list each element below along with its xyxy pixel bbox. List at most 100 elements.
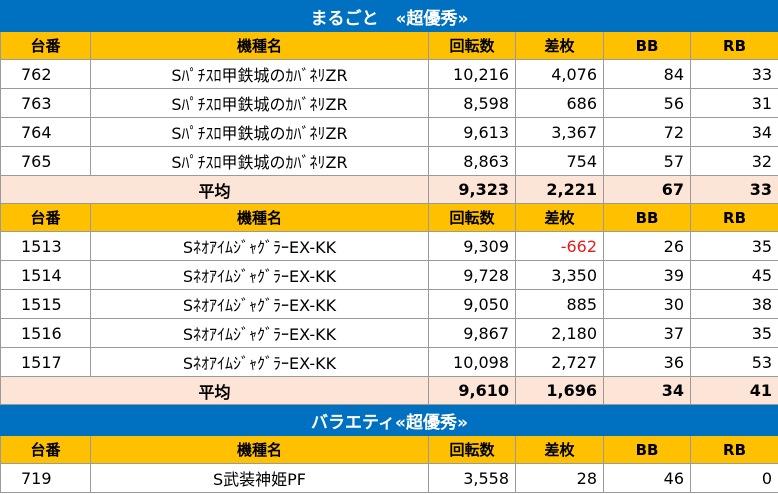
machine-name-cell: Sﾊﾟﾁｽﾛ甲鉄城のｶﾊﾞﾈﾘZR — [90, 88, 429, 118]
table-row: 1513 SﾈｵｱｲﾑｼﾞｬｸﾞﾗｰEX-KK 9,309 -662 26 35 — [0, 231, 778, 261]
diff-cell: 3,367 — [515, 117, 604, 147]
rb-cell: 35 — [689, 231, 778, 261]
machine-number-cell: 1514 — [0, 260, 91, 290]
table-row: 719 S武装神姫PF 3,558 28 46 0 — [0, 463, 778, 493]
rb-cell: 32 — [689, 146, 778, 176]
table-row: 762 Sﾊﾟﾁｽﾛ甲鉄城のｶﾊﾞﾈﾘZR 10,216 4,076 84 33 — [0, 59, 778, 89]
table-row: 765 Sﾊﾟﾁｽﾛ甲鉄城のｶﾊﾞﾈﾘZR 8,863 754 57 32 — [0, 146, 778, 176]
bb-cell: 56 — [603, 88, 691, 118]
column-header: 回転数 — [428, 435, 516, 464]
rb-cell: 35 — [689, 318, 778, 348]
average-diff: 1,696 — [515, 376, 604, 405]
spins-cell: 8,598 — [428, 88, 516, 118]
section-title-row: バラエティ«超優秀» — [0, 404, 778, 436]
machine-number-cell: 719 — [0, 463, 91, 493]
column-header: 台番 — [0, 203, 91, 232]
rb-cell: 38 — [689, 289, 778, 319]
column-header: 機種名 — [90, 435, 429, 464]
column-header: 機種名 — [90, 203, 429, 232]
column-header: BB — [603, 31, 691, 60]
column-header: 差枚 — [515, 203, 604, 232]
bb-cell: 72 — [603, 117, 691, 147]
rb-cell: 45 — [689, 260, 778, 290]
average-row: 平均 9,323 2,221 67 33 — [0, 175, 778, 204]
rb-cell: 0 — [689, 463, 778, 493]
machine-number-cell: 762 — [0, 59, 91, 89]
column-header: RB — [689, 435, 778, 464]
diff-cell: 4,076 — [515, 59, 604, 89]
table-row: 1514 SﾈｵｱｲﾑｼﾞｬｸﾞﾗｰEX-KK 9,728 3,350 39 45 — [0, 260, 778, 290]
machine-number-cell: 763 — [0, 88, 91, 118]
table-row: 1517 SﾈｵｱｲﾑｼﾞｬｸﾞﾗｰEX-KK 10,098 2,727 36 53 — [0, 347, 778, 377]
column-header: 回転数 — [428, 203, 516, 232]
spins-cell: 9,867 — [428, 318, 516, 348]
average-row: 平均 9,610 1,696 34 41 — [0, 376, 778, 405]
average-label: 平均 — [0, 376, 429, 405]
rb-cell: 31 — [689, 88, 778, 118]
machine-number-cell: 1516 — [0, 318, 91, 348]
rb-cell: 34 — [689, 117, 778, 147]
diff-cell: 885 — [515, 289, 604, 319]
column-header-row: 台番 機種名 回転数 差枚 BB RB — [0, 203, 778, 232]
table-row: 1516 SﾈｵｱｲﾑｼﾞｬｸﾞﾗｰEX-KK 9,867 2,180 37 35 — [0, 318, 778, 348]
rb-cell: 53 — [689, 347, 778, 377]
diff-cell: 686 — [515, 88, 604, 118]
machine-number-cell: 764 — [0, 117, 91, 147]
bb-cell: 36 — [603, 347, 691, 377]
average-diff: 2,221 — [515, 175, 604, 204]
average-label: 平均 — [0, 175, 429, 204]
machine-name-cell: S武装神姫PF — [90, 463, 429, 493]
machine-name-cell: SﾈｵｱｲﾑｼﾞｬｸﾞﾗｰEX-KK — [90, 347, 429, 377]
column-header: RB — [689, 203, 778, 232]
machine-name-cell: SﾈｵｱｲﾑｼﾞｬｸﾞﾗｰEX-KK — [90, 318, 429, 348]
column-header: 台番 — [0, 435, 91, 464]
column-header: 差枚 — [515, 31, 604, 60]
column-header: 機種名 — [90, 31, 429, 60]
machine-number-cell: 1517 — [0, 347, 91, 377]
spins-cell: 3,558 — [428, 463, 516, 493]
column-header: 回転数 — [428, 31, 516, 60]
diff-cell: 3,350 — [515, 260, 604, 290]
bb-cell: 26 — [603, 231, 691, 261]
average-bb: 34 — [603, 376, 691, 405]
column-header-row: 台番 機種名 回転数 差枚 BB RB — [0, 435, 778, 464]
average-spins: 9,610 — [428, 376, 516, 405]
diff-cell: -662 — [515, 231, 604, 261]
average-spins: 9,323 — [428, 175, 516, 204]
bb-cell: 57 — [603, 146, 691, 176]
bb-cell: 30 — [603, 289, 691, 319]
spins-cell: 10,098 — [428, 347, 516, 377]
diff-cell: 2,180 — [515, 318, 604, 348]
machine-number-cell: 1515 — [0, 289, 91, 319]
diff-cell: 2,727 — [515, 347, 604, 377]
bb-cell: 37 — [603, 318, 691, 348]
machine-number-cell: 765 — [0, 146, 91, 176]
average-rb: 41 — [689, 376, 778, 405]
machine-name-cell: SﾈｵｱｲﾑｼﾞｬｸﾞﾗｰEX-KK — [90, 231, 429, 261]
table-row: 763 Sﾊﾟﾁｽﾛ甲鉄城のｶﾊﾞﾈﾘZR 8,598 686 56 31 — [0, 88, 778, 118]
spins-cell: 9,613 — [428, 117, 516, 147]
column-header-row: 台番 機種名 回転数 差枚 BB RB — [0, 31, 778, 60]
section-title: バラエティ«超優秀» — [0, 404, 778, 436]
rb-cell: 33 — [689, 59, 778, 89]
spins-cell: 10,216 — [428, 59, 516, 89]
spins-cell: 8,863 — [428, 146, 516, 176]
bb-cell: 39 — [603, 260, 691, 290]
machine-name-cell: SﾈｵｱｲﾑｼﾞｬｸﾞﾗｰEX-KK — [90, 289, 429, 319]
column-header: BB — [603, 203, 691, 232]
section-title-row: まるごと «超優秀» — [0, 0, 778, 32]
column-header: 差枚 — [515, 435, 604, 464]
machine-name-cell: Sﾊﾟﾁｽﾛ甲鉄城のｶﾊﾞﾈﾘZR — [90, 59, 429, 89]
spins-cell: 9,050 — [428, 289, 516, 319]
table-row: 764 Sﾊﾟﾁｽﾛ甲鉄城のｶﾊﾞﾈﾘZR 9,613 3,367 72 34 — [0, 117, 778, 147]
diff-cell: 754 — [515, 146, 604, 176]
column-header: 台番 — [0, 31, 91, 60]
column-header: RB — [689, 31, 778, 60]
bb-cell: 84 — [603, 59, 691, 89]
table-row: 1515 SﾈｵｱｲﾑｼﾞｬｸﾞﾗｰEX-KK 9,050 885 30 38 — [0, 289, 778, 319]
column-header: BB — [603, 435, 691, 464]
machine-name-cell: Sﾊﾟﾁｽﾛ甲鉄城のｶﾊﾞﾈﾘZR — [90, 146, 429, 176]
diff-cell: 28 — [515, 463, 604, 493]
spins-cell: 9,728 — [428, 260, 516, 290]
